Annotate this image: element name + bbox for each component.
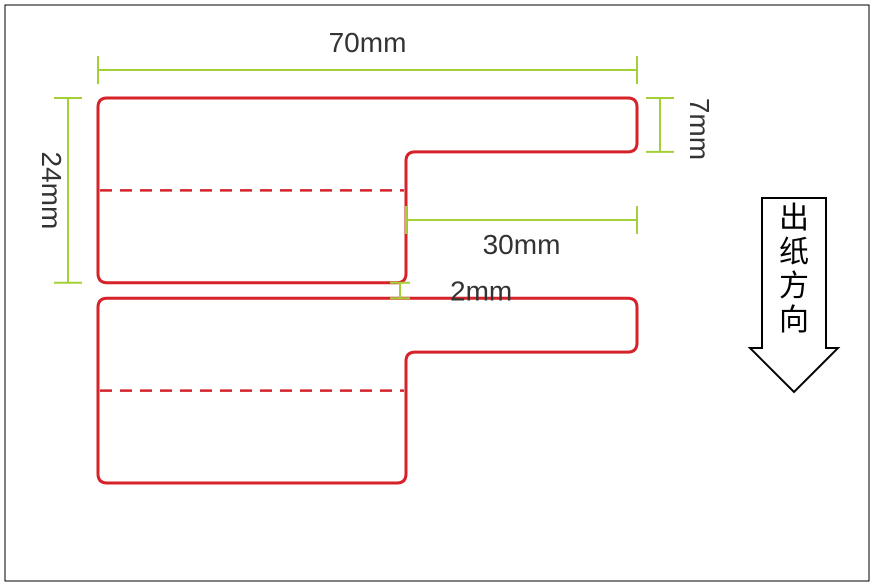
- dim-tab-height-7: [646, 98, 674, 152]
- label-tab-height-7: 7mm: [684, 98, 715, 160]
- label-width-70: 70mm: [329, 27, 407, 58]
- outer-border: [5, 5, 869, 581]
- label-gap-2: 2mm: [450, 276, 512, 307]
- label-height-24: 24mm: [36, 152, 67, 230]
- feed-direction-label-char: 方: [779, 270, 809, 303]
- feed-direction-label-char: 向: [779, 304, 809, 337]
- dim-gap-2: [390, 283, 410, 298]
- feed-direction-label-char: 纸: [779, 236, 809, 269]
- label-tab-width-30: 30mm: [483, 229, 561, 260]
- diagram-canvas: 70mm 24mm 7mm 30mm 2mm 出纸方向: [0, 0, 874, 586]
- feed-direction-label-char: 出: [779, 202, 809, 235]
- dim-width-70: [98, 56, 637, 84]
